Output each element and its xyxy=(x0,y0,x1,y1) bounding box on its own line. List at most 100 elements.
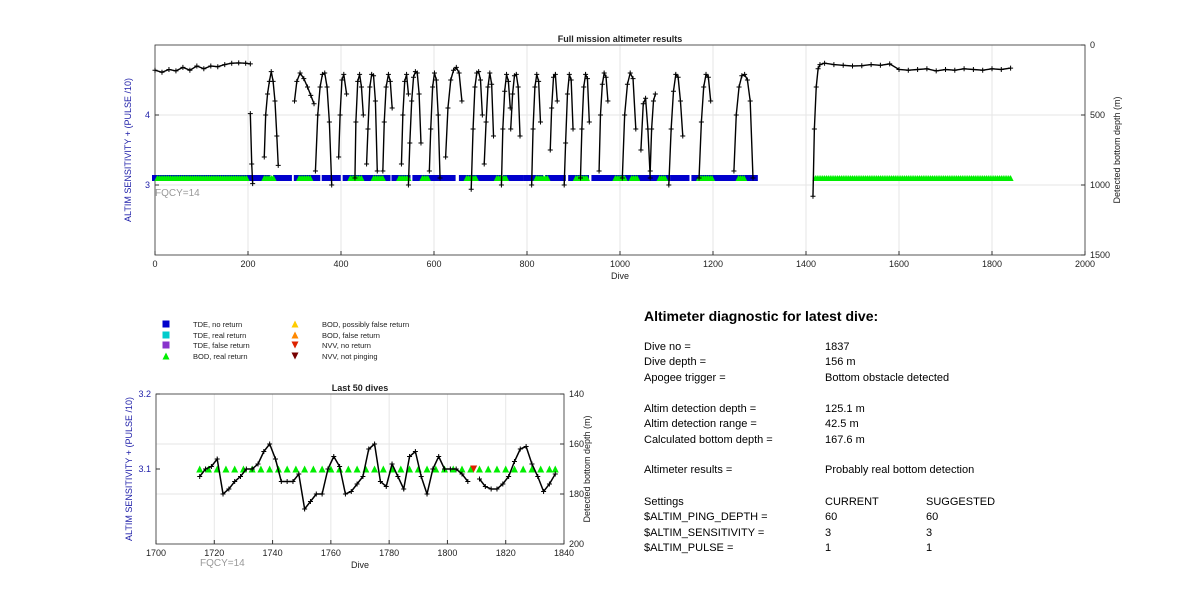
data-marker xyxy=(502,465,510,473)
data-marker xyxy=(384,175,391,181)
y-left-tick-label: 3 xyxy=(145,180,150,190)
depth-point xyxy=(815,66,821,72)
x-tick-label: 1800 xyxy=(982,259,1002,269)
depth-point xyxy=(739,73,745,79)
y-right-axis-label: Detected bottom depth (m) xyxy=(1112,96,1122,203)
setting-suggested: 3 xyxy=(926,527,933,539)
data-marker xyxy=(493,465,501,473)
data-marker xyxy=(314,175,321,181)
depth-line xyxy=(649,93,657,172)
depth-point xyxy=(261,154,267,160)
data-marker xyxy=(634,175,641,181)
depth-point xyxy=(278,479,284,484)
depth-point xyxy=(435,112,441,118)
data-marker xyxy=(358,175,365,181)
diag-row-dive-no: Dive no = 1837 xyxy=(644,341,1164,356)
depth-line xyxy=(563,74,574,186)
depth-point xyxy=(652,91,658,97)
data-marker xyxy=(334,175,341,181)
depth-point xyxy=(703,71,709,77)
settings-row-sensitivity: $ALTIM_SENSITIVITY = 3 3 xyxy=(644,527,1164,542)
diag-label: Altim detection range = xyxy=(644,418,757,430)
depth-point xyxy=(483,119,489,125)
depth-line xyxy=(428,72,441,179)
depth-point xyxy=(364,161,370,167)
data-marker xyxy=(285,175,292,181)
depth-point xyxy=(301,76,307,82)
data-marker xyxy=(727,175,734,181)
depth-point xyxy=(479,112,485,118)
depth-point xyxy=(708,98,714,104)
depth-point xyxy=(194,63,200,69)
depth-point xyxy=(443,154,449,160)
depth-point xyxy=(238,474,244,479)
depth-point xyxy=(416,91,422,97)
depth-line xyxy=(640,97,651,179)
depth-point xyxy=(537,119,543,125)
depth-point xyxy=(436,454,442,459)
depth-point xyxy=(360,474,366,479)
depth-point xyxy=(341,71,347,77)
depth-point xyxy=(272,98,278,104)
depth-point xyxy=(952,67,958,73)
x-tick-label: 1000 xyxy=(610,259,630,269)
depth-point xyxy=(733,112,739,118)
depth-point xyxy=(374,168,380,174)
depth-point xyxy=(970,67,976,72)
data-marker xyxy=(683,175,690,181)
depth-line xyxy=(400,74,410,165)
depth-point xyxy=(270,78,276,84)
y-left-tick-label: 4 xyxy=(145,110,150,120)
data-marker xyxy=(449,175,456,181)
chart-title: Full mission altimeter results xyxy=(558,34,683,44)
data-marker xyxy=(270,175,277,181)
depth-line xyxy=(407,70,422,186)
depth-point xyxy=(701,84,707,90)
depth-point xyxy=(297,70,303,76)
depth-point xyxy=(989,66,995,72)
data-marker xyxy=(664,175,671,181)
legend-marker xyxy=(291,320,299,328)
depth-point xyxy=(577,175,583,181)
depth-point xyxy=(744,77,750,83)
y-right-tick-label: 0 xyxy=(1090,40,1095,50)
diag-row-altim-detection-depth: Altim detection depth = 125.1 m xyxy=(644,403,1164,418)
depth-point xyxy=(500,481,506,487)
depth-point xyxy=(401,486,407,492)
x-tick-label: 1760 xyxy=(321,548,341,558)
y-right-tick-label: 500 xyxy=(1090,110,1105,120)
depth-point xyxy=(840,62,846,68)
settings-header-label: Settings xyxy=(644,496,684,508)
y-left-axis-label: ALTIM SENSITIVITY + (PULSE /10) xyxy=(124,397,134,541)
depth-point xyxy=(398,161,404,167)
depth-point xyxy=(385,71,391,77)
depth-point xyxy=(822,60,828,66)
depth-point xyxy=(508,126,514,132)
x-tick-label: 1780 xyxy=(379,548,399,558)
depth-point xyxy=(673,71,679,77)
depth-point xyxy=(998,67,1004,72)
depth-point xyxy=(442,466,448,472)
depth-point xyxy=(313,491,319,497)
depth-point xyxy=(317,84,323,90)
depth-point xyxy=(675,74,681,80)
x-tick-label: 1740 xyxy=(263,548,283,558)
depth-point xyxy=(505,78,511,84)
setting-name: $ALTIM_SENSITIVITY = xyxy=(644,527,765,539)
depth-point xyxy=(933,68,939,74)
depth-point xyxy=(337,112,343,118)
data-marker xyxy=(243,175,250,181)
depth-point xyxy=(943,67,948,72)
depth-point xyxy=(564,91,570,97)
depth-point xyxy=(395,474,401,479)
x-tick-label: 1820 xyxy=(496,548,516,558)
depth-point xyxy=(405,182,411,188)
y-right-axis-label: Detected bottom depth (m) xyxy=(582,415,592,522)
depth-point xyxy=(261,449,267,454)
diag-label: Dive depth = xyxy=(644,356,707,368)
y-left-tick-label: 3.2 xyxy=(138,389,151,399)
depth-point xyxy=(275,162,281,168)
data-marker xyxy=(503,175,510,181)
depth-point xyxy=(428,126,434,132)
y-right-tick-label: 1000 xyxy=(1090,180,1110,190)
